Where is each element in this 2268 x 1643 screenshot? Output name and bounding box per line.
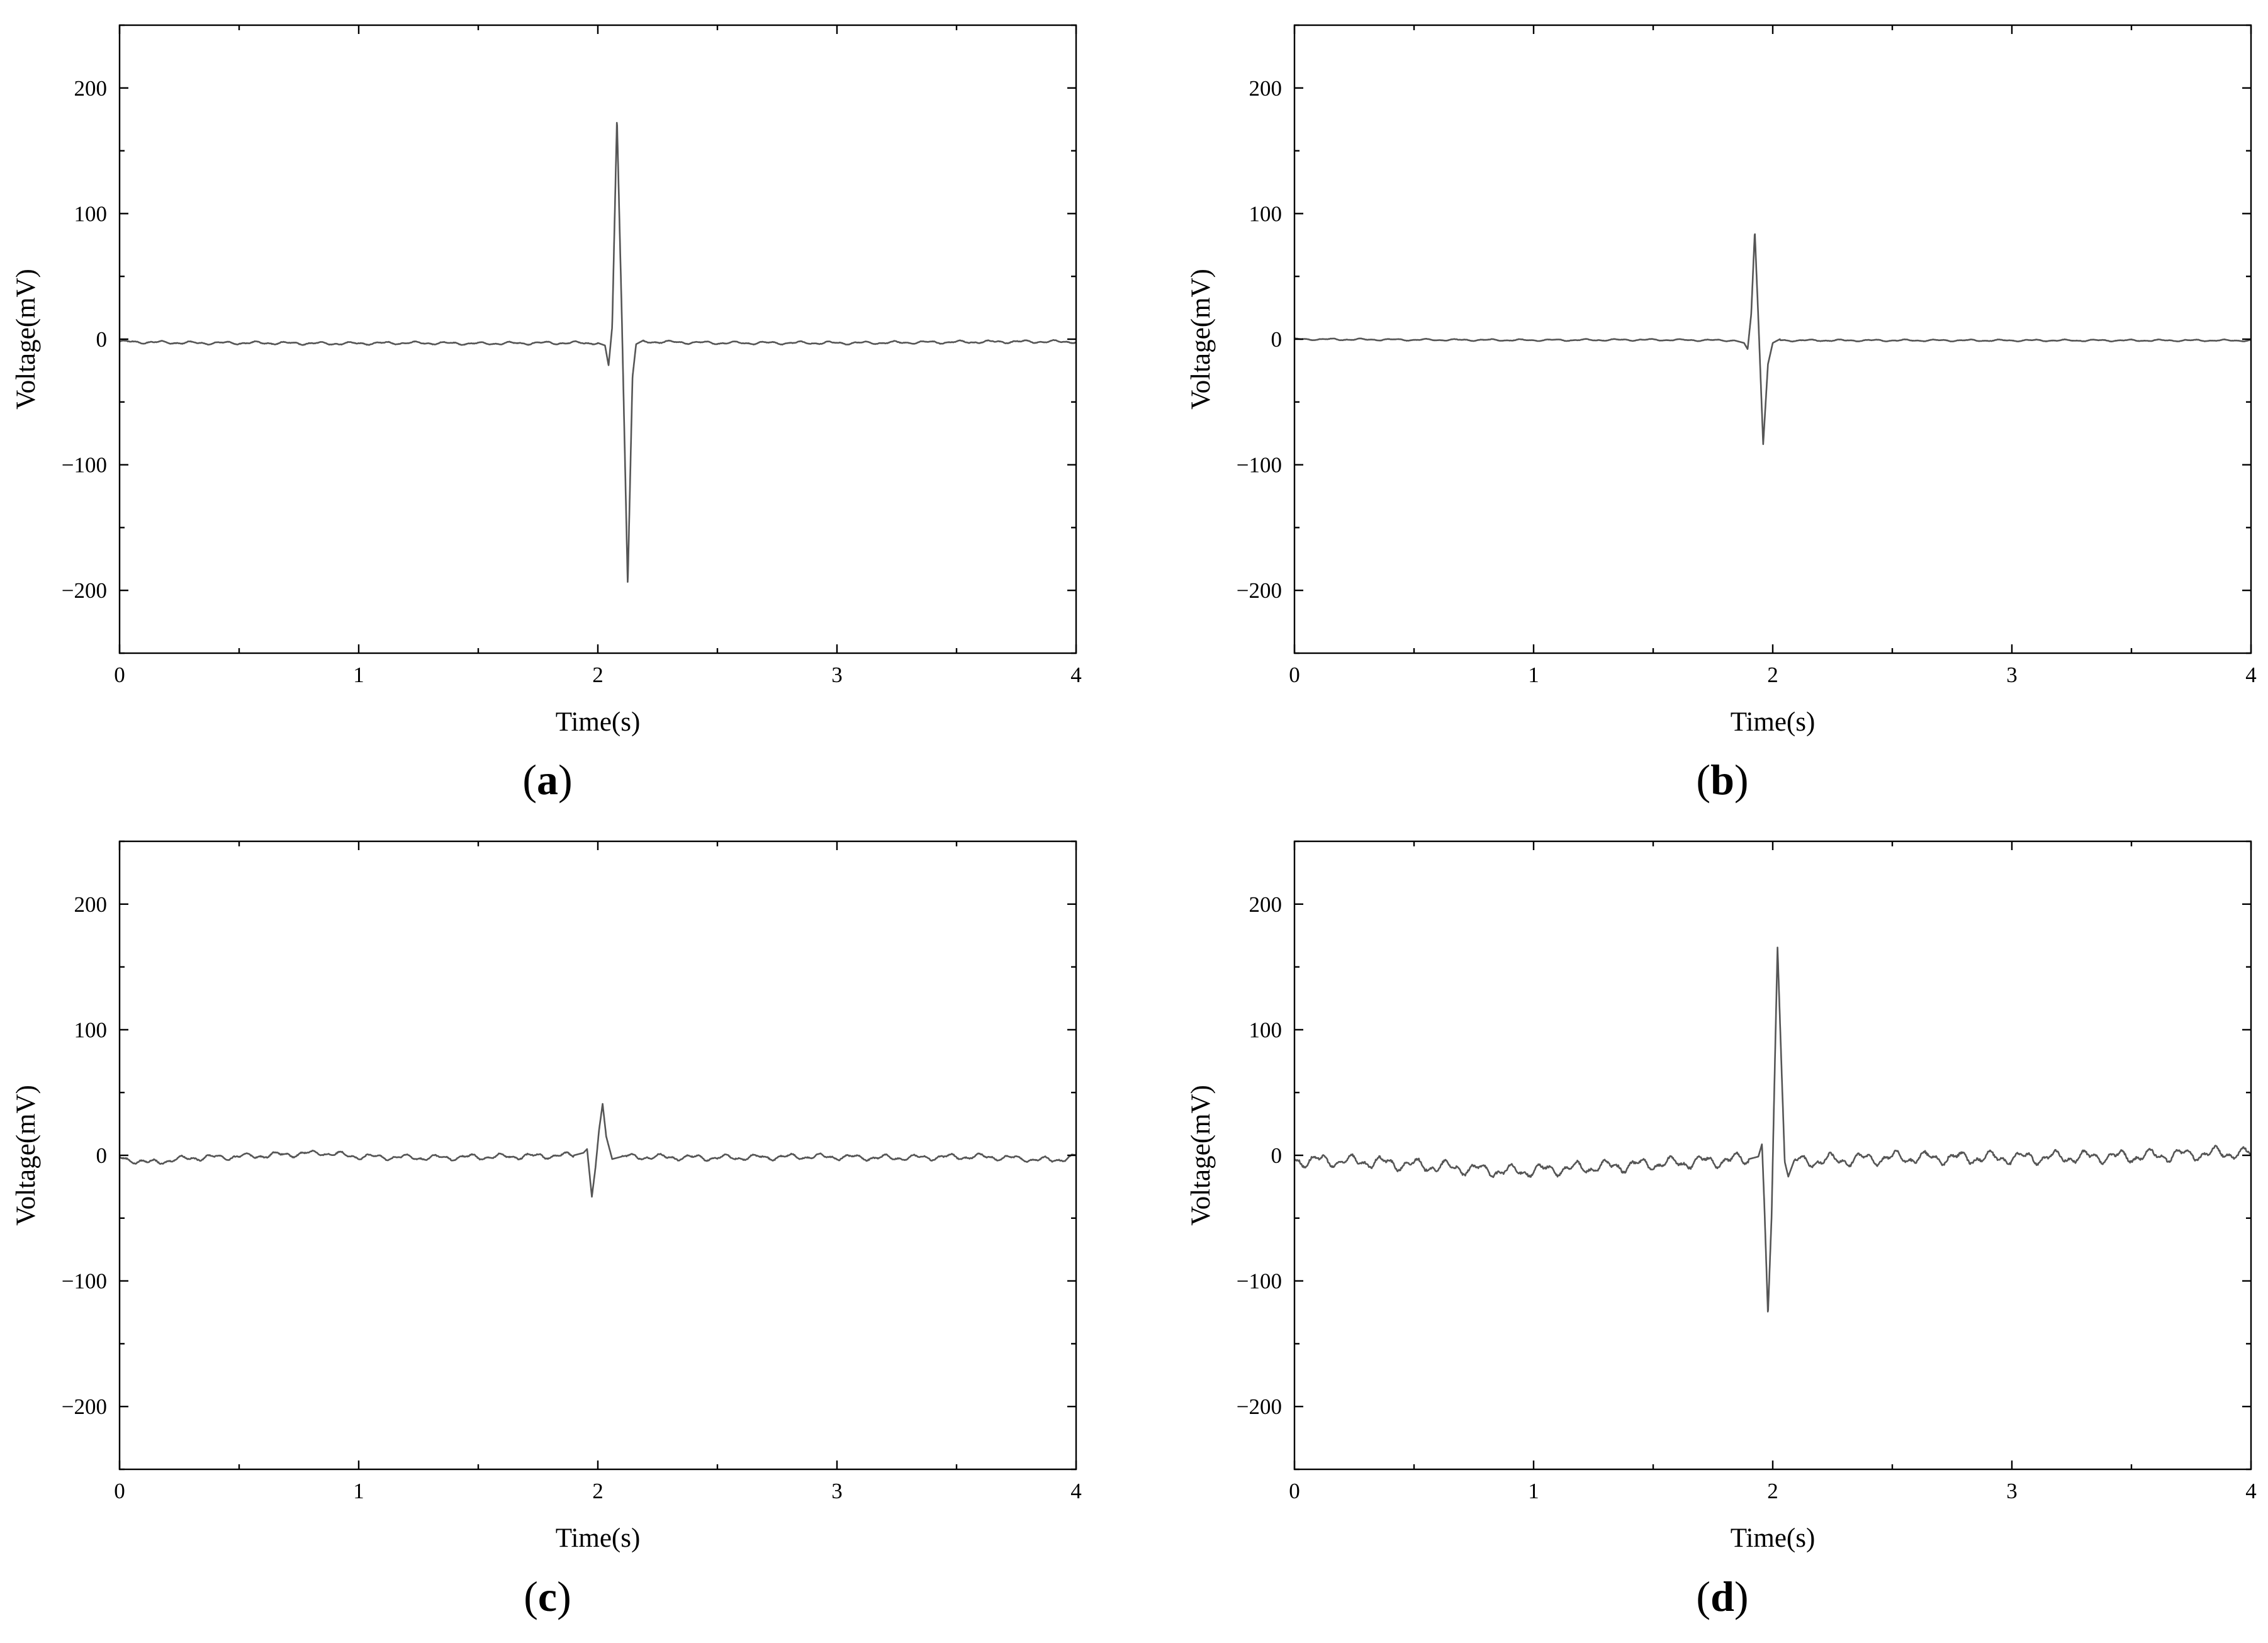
x-tick-label: 2 (1767, 663, 1778, 687)
y-tick-label: 200 (1249, 892, 1283, 917)
y-tick-label: −200 (1237, 1394, 1282, 1419)
x-tick-label: 4 (1070, 663, 1082, 687)
x-tick-label: 0 (1289, 1479, 1300, 1503)
x-tick-label: 1 (1528, 663, 1539, 687)
series-line-a (119, 121, 1077, 583)
y-axis-label: Voltage(mV) (1186, 1085, 1216, 1226)
y-tick-label: −100 (1237, 1269, 1282, 1294)
panel-caption: (a) (522, 756, 572, 804)
caption-open-paren: ( (1696, 756, 1710, 804)
x-tick-label: 0 (114, 1479, 125, 1503)
y-tick-label: −200 (1237, 578, 1282, 603)
x-axis-label: Time(s) (1731, 1523, 1816, 1553)
series-line-d (1293, 946, 2252, 1313)
x-axis-label: Time(s) (556, 707, 641, 737)
y-tick-label: −100 (62, 453, 107, 478)
y-tick-label: 200 (74, 892, 108, 917)
x-tick-label: 3 (2006, 1479, 2018, 1503)
caption-open-paren: ( (524, 1573, 538, 1620)
y-tick-label: 200 (1249, 76, 1283, 101)
y-tick-label: 100 (1249, 201, 1283, 226)
series-line-c (119, 1102, 1077, 1198)
y-tick-label: 100 (74, 201, 108, 226)
plot-frame-b (1293, 24, 2252, 654)
y-tick-label: −100 (62, 1269, 107, 1294)
caption-close-paren: ) (1734, 756, 1749, 804)
panel-d: 0 1 2 3 4 −200 −100 0 100 200 Time(s) Voltage(mV) (d… (1186, 840, 2257, 1620)
x-tick-label: 3 (831, 663, 843, 687)
caption-close-paren: ) (558, 756, 573, 804)
x-tick-label: 2 (592, 663, 603, 687)
y-tick-label: −200 (62, 1394, 107, 1419)
panel-caption: (b) (1696, 756, 1748, 804)
x-tick-label: 2 (592, 1479, 603, 1503)
x-tick-label: 4 (2245, 663, 2257, 687)
caption-letter: b (1710, 756, 1734, 804)
panel-a: 0 1 2 3 4 −200 −100 0 100 200 Time(s) Voltage(mV) (a… (11, 24, 1082, 804)
y-tick-label: −200 (62, 578, 107, 603)
y-tick-label: 200 (74, 76, 108, 101)
x-tick-label: 1 (353, 663, 364, 687)
x-axis-label: Time(s) (1731, 707, 1816, 737)
x-tick-label: 2 (1767, 1479, 1778, 1503)
caption-open-paren: ( (522, 756, 537, 804)
x-tick-label: 3 (831, 1479, 843, 1503)
caption-letter: a (537, 756, 558, 804)
y-tick-label: −100 (1237, 453, 1282, 478)
y-tick-label: 0 (1271, 1143, 1283, 1168)
x-tick-label: 0 (114, 663, 125, 687)
panel-b: 0 1 2 3 4 −200 −100 0 100 200 Time(s) Voltage(mV) (b… (1186, 24, 2257, 804)
caption-close-paren: ) (557, 1573, 571, 1620)
caption-close-paren: ) (1734, 1573, 1749, 1620)
plot-frame-c (118, 840, 1077, 1471)
caption-open-paren: ( (1696, 1573, 1710, 1620)
y-axis-label: Voltage(mV) (11, 269, 41, 410)
series-line-b (1294, 233, 2252, 446)
y-axis-label: Voltage(mV) (11, 1085, 41, 1226)
x-tick-label: 4 (2245, 1479, 2257, 1503)
plot-frame-a (118, 24, 1077, 654)
y-tick-label: 100 (1249, 1018, 1283, 1042)
x-tick-label: 4 (1070, 1479, 1082, 1503)
caption-letter: c (538, 1573, 557, 1620)
x-tick-label: 3 (2006, 663, 2018, 687)
y-tick-label: 0 (1271, 327, 1283, 352)
x-tick-label: 1 (1528, 1479, 1539, 1503)
panel-caption: (d) (1696, 1573, 1748, 1620)
y-tick-label: 0 (96, 327, 108, 352)
y-tick-label: 100 (74, 1018, 108, 1042)
y-axis-label: Voltage(mV) (1186, 269, 1216, 410)
panel-caption: (c) (524, 1573, 571, 1620)
x-tick-label: 0 (1289, 663, 1300, 687)
panel-c: 0 1 2 3 4 −200 −100 0 100 200 Time(s) Voltage(mV) (c… (11, 840, 1082, 1620)
x-tick-label: 1 (353, 1479, 364, 1503)
caption-letter: d (1710, 1573, 1734, 1620)
y-tick-label: 0 (96, 1143, 108, 1168)
x-axis-label: Time(s) (556, 1523, 641, 1553)
